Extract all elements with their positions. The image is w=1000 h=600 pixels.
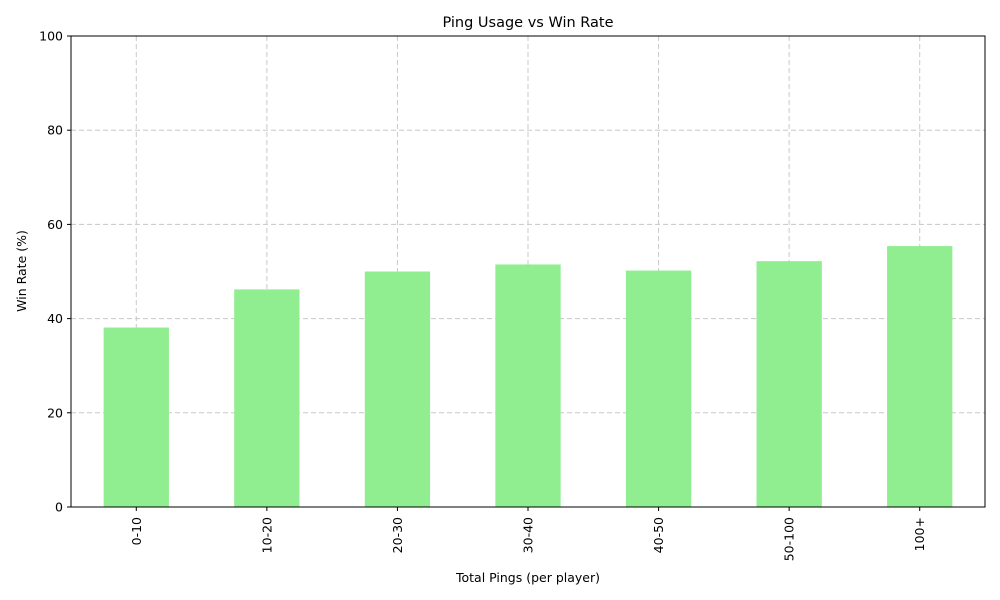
x-tick-label: 10-20 — [259, 517, 274, 553]
x-axis-label: Total Pings (per player) — [455, 570, 600, 585]
x-tick-label: 40-50 — [651, 517, 666, 553]
y-tick-label: 60 — [47, 217, 63, 232]
bar-10-20 — [234, 289, 300, 507]
bar-40-50 — [625, 270, 692, 507]
bars — [103, 246, 953, 508]
x-tick-label: 0-10 — [129, 517, 144, 545]
x-tick-label: 30-40 — [521, 517, 536, 553]
chart-title: Ping Usage vs Win Rate — [442, 15, 613, 31]
x-tick-label: 50-100 — [782, 517, 797, 561]
x-axis-ticks: 0-10 10-20 20-30 30-40 40-50 50-100 100+ — [129, 507, 927, 561]
bar-20-30 — [364, 271, 431, 507]
y-axis-label: Win Rate (%) — [14, 230, 29, 312]
y-tick-label: 0 — [55, 500, 63, 515]
y-tick-label: 20 — [47, 405, 63, 420]
x-tick-label: 20-30 — [390, 517, 405, 553]
y-axis-ticks: 0 20 40 60 80 100 — [39, 29, 71, 515]
y-tick-label: 100 — [39, 29, 63, 44]
y-tick-label: 40 — [47, 311, 63, 326]
bar-0-10 — [103, 327, 169, 507]
bar-100+ — [887, 246, 953, 508]
bar-30-40 — [495, 264, 561, 507]
x-tick-label: 100+ — [912, 517, 927, 551]
bar-50-100 — [756, 261, 822, 507]
y-tick-label: 80 — [47, 123, 63, 138]
